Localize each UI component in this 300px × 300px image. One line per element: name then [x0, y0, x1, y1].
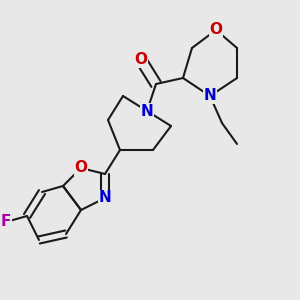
- Text: O: O: [209, 22, 223, 38]
- Text: O: O: [74, 160, 88, 175]
- Text: O: O: [134, 52, 148, 68]
- Text: N: N: [141, 103, 153, 118]
- Text: F: F: [1, 214, 11, 230]
- Text: N: N: [204, 88, 216, 104]
- Text: N: N: [99, 190, 111, 206]
